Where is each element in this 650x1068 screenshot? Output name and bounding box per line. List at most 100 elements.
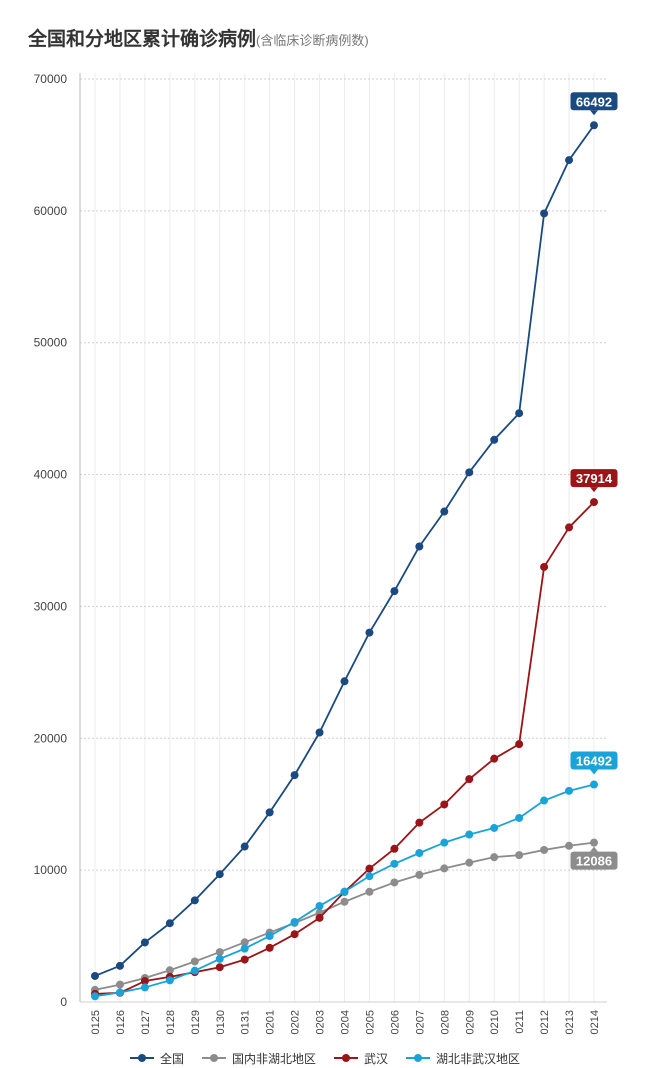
data-point	[415, 818, 424, 827]
x-tick-label: 0201	[265, 1010, 277, 1034]
x-tick-label: 0129	[190, 1010, 202, 1034]
data-point	[515, 740, 524, 749]
data-point	[215, 870, 224, 879]
data-point	[440, 507, 449, 516]
x-tick-label: 0212	[539, 1010, 551, 1034]
data-point	[290, 771, 299, 780]
data-point	[315, 728, 324, 737]
data-point	[115, 961, 124, 970]
data-point	[240, 842, 249, 851]
data-point	[415, 542, 424, 551]
x-tick-label: 0205	[364, 1010, 376, 1034]
x-tick-label: 0128	[165, 1010, 177, 1034]
data-point	[415, 848, 424, 857]
x-tick-label: 0127	[140, 1010, 152, 1034]
end-label-pointer	[590, 110, 598, 116]
data-point	[390, 587, 399, 596]
y-tick-label: 30000	[34, 599, 68, 613]
x-tick-label: 0213	[564, 1010, 576, 1034]
data-point	[315, 913, 324, 922]
data-point	[365, 628, 374, 637]
legend-label: 湖北非武汉地区	[436, 1051, 521, 1066]
data-point	[240, 955, 249, 964]
data-point	[515, 409, 524, 418]
y-tick-label: 50000	[34, 336, 68, 350]
data-point	[490, 823, 499, 832]
end-label-box	[570, 469, 618, 488]
chart-legend: 全国 国内非湖北地区 武汉 湖北非武汉地区	[0, 1048, 650, 1067]
data-point	[490, 435, 499, 444]
data-point	[190, 957, 199, 966]
x-tick-label: 0130	[215, 1010, 227, 1034]
data-point	[590, 498, 598, 507]
data-point	[115, 980, 124, 989]
data-point	[91, 971, 99, 980]
y-tick-label: 20000	[34, 731, 68, 745]
data-point	[490, 754, 499, 763]
data-point	[340, 677, 349, 686]
x-tick-label: 0210	[489, 1010, 501, 1034]
data-point	[565, 841, 574, 850]
legend-marker	[414, 1054, 423, 1062]
data-point	[540, 796, 549, 805]
x-tick-label: 0202	[290, 1010, 302, 1034]
data-point	[290, 930, 299, 939]
legend-label: 国内非湖北地区	[231, 1051, 316, 1066]
end-label-text: 16492	[576, 754, 612, 769]
data-point	[340, 887, 349, 896]
data-point	[265, 943, 274, 952]
end-label-text: 66492	[576, 94, 612, 109]
x-tick-label: 0209	[464, 1010, 476, 1034]
legend-marker	[342, 1054, 350, 1062]
data-point	[590, 780, 598, 789]
data-point	[565, 523, 574, 532]
end-value-label: 16492	[570, 751, 618, 775]
data-point	[240, 944, 249, 953]
legend-item: 国内非湖北地区	[201, 1050, 316, 1067]
data-point	[215, 954, 224, 963]
x-tick-label: 0131	[240, 1010, 252, 1034]
end-label-text: 37914	[576, 471, 613, 486]
legend-item: 全国	[129, 1050, 184, 1067]
data-point	[465, 858, 474, 867]
data-point	[340, 897, 349, 906]
data-point	[365, 872, 374, 881]
data-point	[440, 864, 449, 873]
x-tick-label: 0211	[514, 1010, 526, 1034]
data-point	[365, 864, 374, 873]
end-label-pointer	[590, 846, 598, 852]
legend-swatch	[129, 1054, 154, 1062]
data-point	[190, 966, 199, 975]
data-point	[465, 775, 474, 784]
x-tick-label: 0126	[115, 1010, 127, 1034]
data-point	[140, 938, 149, 947]
legend-swatch	[201, 1054, 226, 1062]
data-point	[390, 844, 399, 853]
legend-item: 武汉	[334, 1050, 388, 1067]
data-point	[140, 977, 149, 986]
data-point	[590, 121, 598, 130]
y-tick-label: 60000	[34, 204, 68, 218]
x-tick-label: 0207	[414, 1010, 426, 1034]
data-point	[540, 209, 549, 218]
data-point	[415, 870, 424, 879]
legend-label: 全国	[159, 1051, 184, 1066]
data-point	[115, 988, 124, 997]
data-point	[240, 938, 249, 947]
data-point	[215, 948, 224, 957]
data-point	[465, 468, 474, 477]
x-tick-label: 0208	[439, 1010, 451, 1034]
y-tick-label: 40000	[34, 468, 68, 482]
data-point	[590, 838, 598, 847]
data-point	[315, 901, 324, 910]
data-point	[365, 887, 374, 896]
x-tick-label: 0206	[389, 1010, 401, 1034]
legend-label: 武汉	[364, 1051, 389, 1066]
end-value-label: 37914	[570, 469, 618, 493]
y-tick-label: 70000	[34, 72, 68, 86]
data-point	[540, 845, 549, 854]
legend-marker	[209, 1054, 218, 1062]
data-point	[465, 830, 474, 839]
data-point	[540, 562, 549, 571]
